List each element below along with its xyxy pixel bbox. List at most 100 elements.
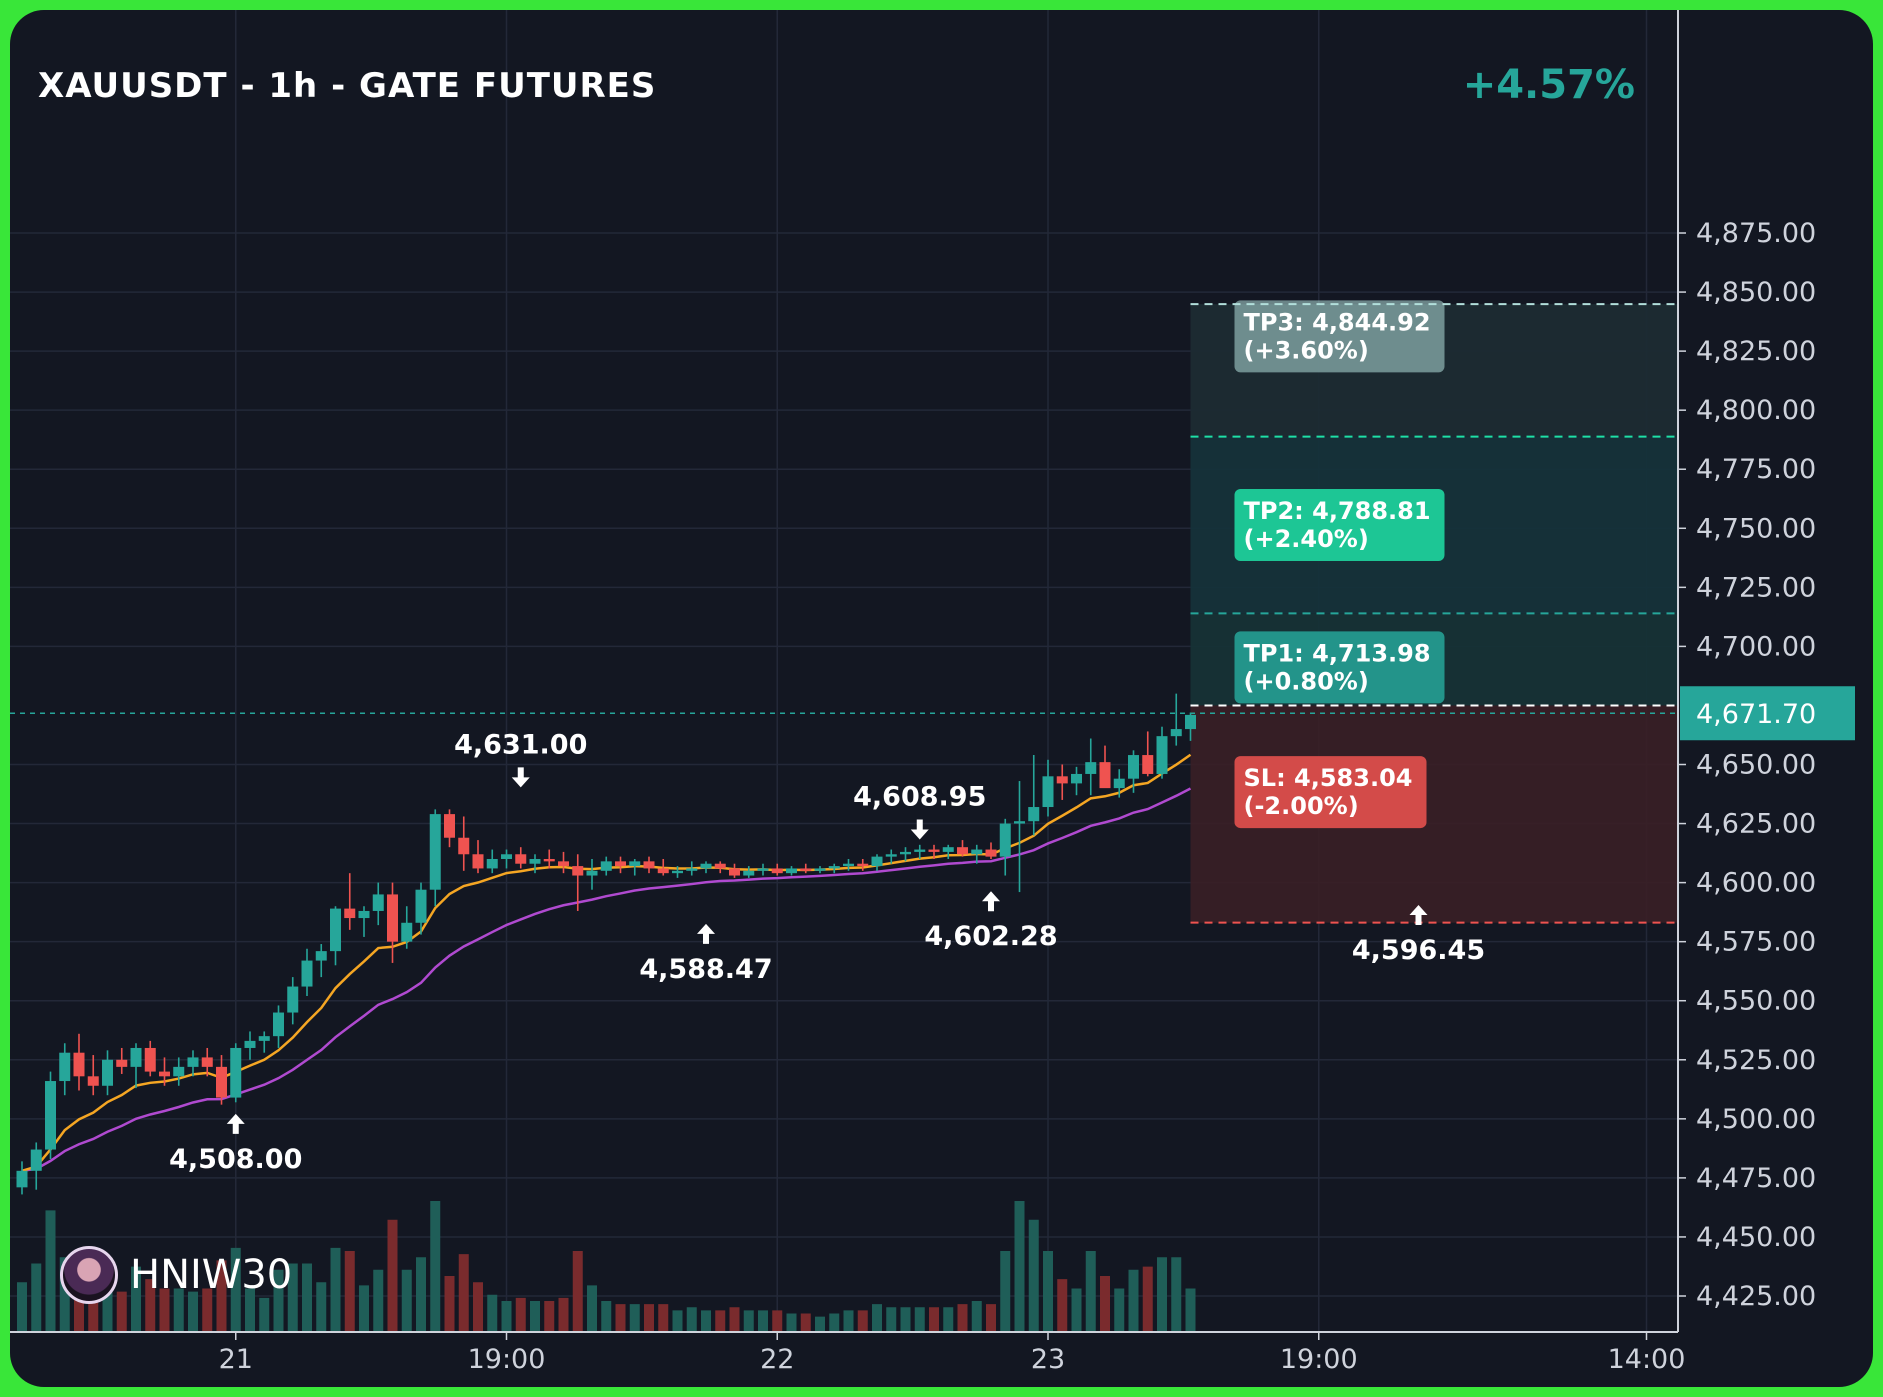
current-price-label: 4,671.70	[1696, 699, 1816, 730]
volume-bar	[302, 1263, 312, 1332]
candle-body	[1014, 821, 1025, 824]
volume-bar	[758, 1310, 768, 1332]
candle-body	[372, 894, 384, 911]
price-tick-label: 4,625.00	[1696, 809, 1816, 840]
candle-body	[643, 861, 655, 869]
volume-bar	[644, 1304, 654, 1332]
annotation-low: 4,508.00	[169, 1113, 302, 1175]
arrow-up-icon	[226, 1113, 245, 1134]
volume-bar	[1128, 1269, 1139, 1332]
arrow-down-icon	[511, 767, 530, 788]
volume-bar	[686, 1307, 697, 1332]
volume-bar	[316, 1282, 327, 1332]
volume-bar	[131, 1266, 141, 1332]
volume-bar	[1085, 1251, 1096, 1332]
volume-bar	[943, 1307, 954, 1332]
volume-bar	[173, 1288, 184, 1332]
candle-body	[45, 1081, 56, 1150]
level-badge-bg	[1234, 300, 1445, 373]
level-badge-label: SL: 4,583.04	[1244, 764, 1413, 792]
volume-bar	[344, 1251, 355, 1332]
volume-bar	[530, 1301, 540, 1332]
candle-body	[558, 861, 569, 867]
candle-body	[130, 1047, 142, 1067]
candle-body	[629, 861, 641, 867]
price-chart[interactable]: 4,631.00 4,508.00 4,588.47 4,608.95 4,602.28…	[10, 10, 1873, 1387]
level-badge-bg	[1234, 488, 1445, 561]
candle-body	[258, 1036, 270, 1041]
price-tick-label: 4,475.00	[1696, 1163, 1816, 1194]
candle-body	[87, 1076, 99, 1086]
ema-slow-line	[21, 787, 1192, 1173]
candle-body	[501, 854, 512, 859]
candle-body	[216, 1066, 227, 1098]
current-price-tag	[1680, 686, 1855, 741]
candle-body	[928, 849, 940, 852]
candle-body	[729, 868, 740, 876]
volume-bar	[31, 1263, 42, 1332]
time-tick-label: 14:00	[1608, 1344, 1686, 1375]
volume-bar	[188, 1291, 198, 1332]
volume-bar	[45, 1210, 56, 1332]
volume-bar	[159, 1288, 170, 1332]
candle-body	[615, 861, 626, 867]
volume-bar	[430, 1201, 441, 1332]
tp3-badge: TP3: 4,844.92(+3.60%)	[1234, 300, 1445, 373]
volume-bar	[672, 1310, 683, 1332]
volume-bars	[17, 1201, 1196, 1332]
volume-bar	[416, 1257, 426, 1332]
price-tick-label: 4,775.00	[1696, 454, 1816, 485]
candle-body	[1042, 776, 1054, 808]
candle-body	[387, 894, 398, 942]
volume-bar	[1157, 1257, 1167, 1332]
chart-frame: 4,631.00 4,508.00 4,588.47 4,608.95 4,602.28…	[10, 10, 1873, 1387]
volume-bar	[886, 1307, 897, 1332]
candle-body	[529, 858, 541, 864]
volume-bar	[401, 1269, 412, 1332]
volume-bar	[729, 1307, 740, 1332]
volume-bar	[373, 1269, 384, 1332]
volume-bar	[17, 1282, 27, 1332]
level-badge-percent: (+0.80%)	[1244, 667, 1369, 695]
volume-bar	[658, 1304, 669, 1332]
arrow-up-icon	[982, 891, 1000, 912]
price-tick-label: 4,700.00	[1696, 631, 1816, 662]
price-tick-label: 4,550.00	[1696, 986, 1816, 1017]
annotation-low: 4,596.45	[1352, 905, 1485, 966]
volume-bar	[587, 1285, 597, 1332]
volume-bar	[330, 1247, 341, 1332]
candle-body	[102, 1059, 113, 1086]
volume-bar	[1100, 1276, 1110, 1332]
volume-bar	[800, 1313, 811, 1332]
time-tick-label: 22	[760, 1344, 794, 1375]
candle-body	[857, 863, 869, 867]
volume-bar	[572, 1251, 583, 1332]
candle-body	[16, 1170, 28, 1188]
level-badge-label: TP1: 4,713.98	[1244, 639, 1431, 667]
candle-body	[786, 868, 797, 874]
candle-body	[828, 866, 840, 869]
annotation-label: 4,608.95	[853, 781, 986, 812]
candle-body	[330, 908, 341, 952]
candle-body	[600, 861, 612, 871]
candle-body	[985, 849, 997, 857]
volume-bar	[230, 1247, 241, 1332]
candle-body	[344, 908, 356, 919]
volume-bar	[772, 1310, 783, 1332]
brand-name: HNIW30	[130, 1252, 293, 1298]
candle-body	[971, 849, 983, 855]
volume-bar	[102, 1266, 113, 1332]
volume-bar	[359, 1285, 369, 1332]
time-tick-label: 21	[219, 1344, 253, 1375]
chart-title: XAUUSDT - 1h - GATE FUTURES	[38, 66, 657, 106]
volume-bar	[458, 1254, 469, 1332]
candle-body	[401, 922, 413, 942]
grid	[10, 10, 1678, 1332]
candle-body	[73, 1052, 85, 1077]
volume-bar	[501, 1301, 512, 1332]
candle-body	[273, 1012, 284, 1037]
volume-bar	[1142, 1266, 1153, 1332]
candle-body	[144, 1047, 156, 1072]
candle-body	[472, 854, 484, 869]
candle-body	[1185, 714, 1196, 730]
